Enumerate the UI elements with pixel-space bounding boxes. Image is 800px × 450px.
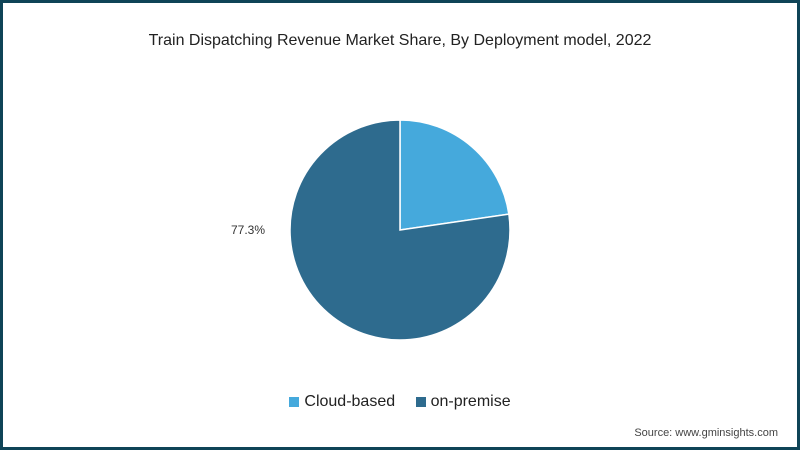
- legend-item-cloud-based[interactable]: Cloud-based: [289, 393, 395, 411]
- data-label-on-premise: 77.3%: [231, 223, 266, 237]
- pie-slice-cloud-based[interactable]: [399, 119, 510, 231]
- chart-title: Train Dispatching Revenue Market Share, …: [148, 32, 652, 49]
- pie-slice-on-premise[interactable]: [289, 119, 511, 341]
- source-note: Source: www.gminsights.com: [634, 427, 778, 439]
- legend-label: Cloud-based: [304, 393, 396, 410]
- legend-item-on-premise[interactable]: on-premise: [415, 393, 511, 411]
- legend-swatch-on-premise: [415, 397, 426, 407]
- legend: Cloud-based on-premise: [0, 393, 800, 412]
- legend-swatch-cloud-based: [289, 397, 300, 407]
- legend-label: on-premise: [430, 393, 511, 410]
